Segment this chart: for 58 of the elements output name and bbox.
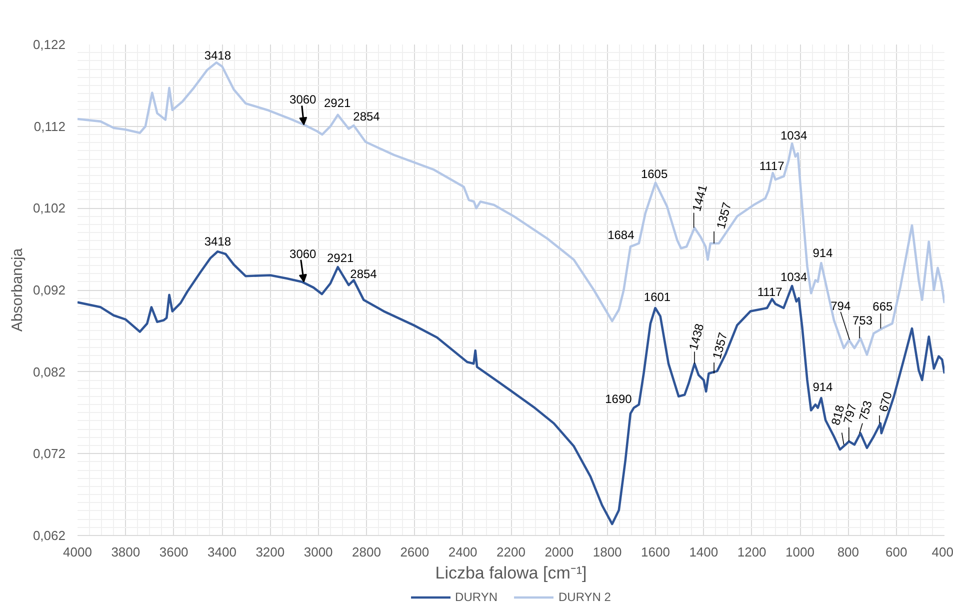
y-tick-label: 0,112 <box>34 118 66 134</box>
x-tick-label: 400 <box>932 544 953 560</box>
line-series <box>78 250 944 526</box>
annotation: 794 <box>830 298 851 313</box>
x-tick-label: 600 <box>885 544 908 560</box>
y-axis-title: Absorbancja <box>8 248 26 332</box>
x-tick-label: 2600 <box>400 544 430 560</box>
x-axis-title: Liczba falowa [cm⁻¹] <box>435 564 587 582</box>
annotation: 753 <box>856 398 875 422</box>
y-tick-label: 0,082 <box>32 364 66 380</box>
x-tick-label: 1000 <box>786 544 814 560</box>
annotation: 1438 <box>686 322 707 352</box>
x-tick-label: 3800 <box>111 544 140 560</box>
x-tick-label: 1400 <box>689 544 718 560</box>
x-tick-label: 2000 <box>544 544 574 560</box>
x-tick-label: 1800 <box>592 544 622 560</box>
annotation: 1117 <box>759 158 785 173</box>
annotation: 914 <box>812 246 834 260</box>
annotation: 3060 <box>290 92 317 107</box>
annotation: 665 <box>872 299 894 314</box>
x-tick-label: 3400 <box>208 544 236 560</box>
annotation: 3418 <box>204 234 232 249</box>
legend-label: DURYN <box>455 590 498 604</box>
x-tick-label: 2400 <box>448 544 478 560</box>
x-tick-label: 3000 <box>304 544 333 560</box>
annotation: 3418 <box>204 48 232 63</box>
y-tick-label: 0,072 <box>32 446 66 462</box>
y-tick-label: 0,062 <box>32 528 66 543</box>
annotation: 1034 <box>780 128 808 143</box>
y-tick-label: 0,092 <box>32 282 66 298</box>
annotation: 1357 <box>710 330 730 360</box>
annotation: 1357 <box>714 200 734 230</box>
annotation: 1117 <box>757 285 783 299</box>
annotation: 914 <box>812 380 834 394</box>
annotation: 1441 <box>690 183 710 213</box>
y-tick-label: 0,102 <box>32 200 66 216</box>
annotation: 3060 <box>290 246 317 261</box>
x-tick-label: 3600 <box>159 544 188 560</box>
annotation: 2921 <box>324 96 352 110</box>
x-tick-label: 1200 <box>737 544 766 560</box>
x-tick-label: 1600 <box>641 544 670 560</box>
y-tick-label: 0,122 <box>32 37 66 52</box>
legend-label: DURYN 2 <box>558 590 611 604</box>
x-tick-label: 4000 <box>63 544 92 560</box>
x-tick-label: 3200 <box>256 544 285 560</box>
annotation: 753 <box>852 313 873 328</box>
annotation: 670 <box>876 390 895 414</box>
annotation: 2854 <box>353 110 380 124</box>
annotation: 1034 <box>780 270 808 284</box>
annotation: 1690 <box>605 392 632 406</box>
annotation: 2854 <box>350 267 378 282</box>
x-tick-label: 800 <box>837 544 860 560</box>
annotation: 1605 <box>640 166 668 181</box>
x-tick-label: 2200 <box>496 544 526 560</box>
annotation: 1601 <box>644 290 671 304</box>
annotation: 1684 <box>608 228 635 242</box>
x-tick-label: 2800 <box>352 544 381 560</box>
annotation: 2921 <box>327 251 354 266</box>
